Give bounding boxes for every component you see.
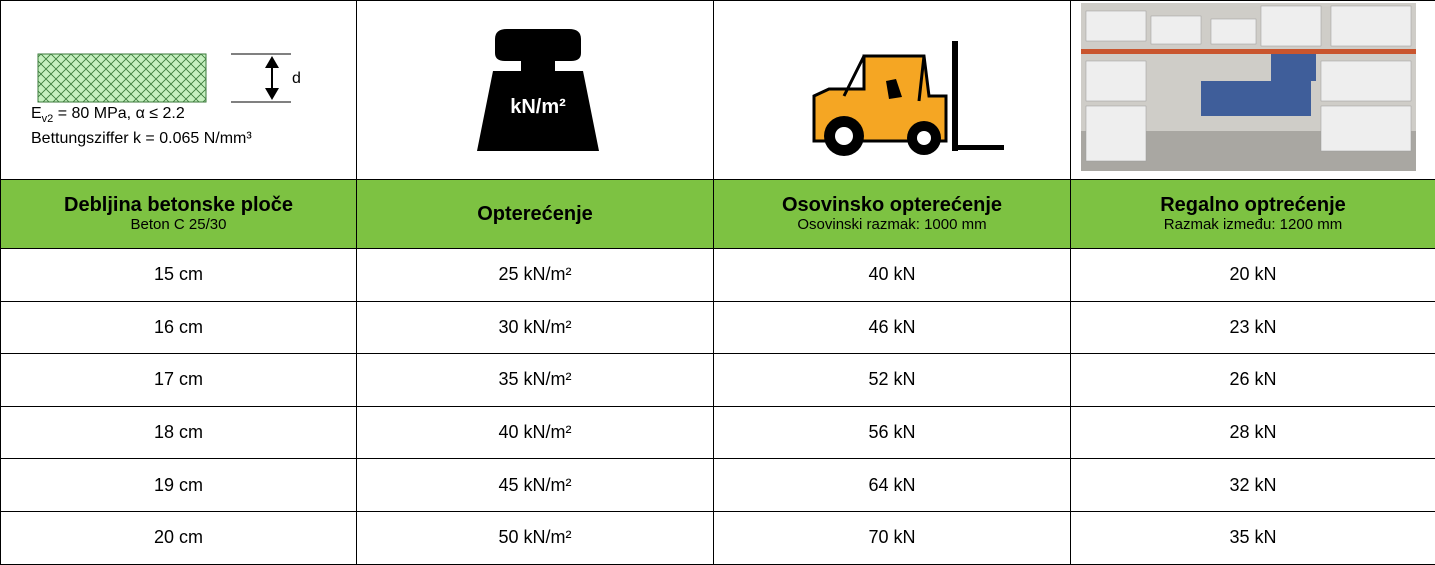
slab-hatch [38, 54, 206, 102]
table-cell: 20 kN [1071, 249, 1435, 302]
table-cell: 15 cm [1, 249, 357, 302]
weight-shape [477, 29, 599, 151]
ev2-subscript: v2 [42, 113, 54, 125]
image-row: d Ev2 = 80 MPa, α ≤ 2.2 Bettungsziffer k… [1, 1, 1435, 180]
table-cell: 17 cm [1, 354, 357, 407]
table-cell: 35 kN [1071, 511, 1435, 564]
wheel-hub [835, 127, 853, 145]
table-cell: 45 kN/m² [357, 459, 714, 512]
thickness-label: d [292, 70, 301, 87]
column-subtitle: Beton C 25/30 [1, 216, 356, 234]
column-title: Debljina betonske ploče [64, 194, 293, 216]
table-cell: 30 kN/m² [357, 301, 714, 354]
table-cell: 52 kN [714, 354, 1071, 407]
table-cell: 19 cm [1, 459, 357, 512]
slab-diagram: d [1, 4, 357, 177]
rack-beam [1081, 49, 1416, 54]
mast [952, 41, 958, 151]
table-cell: 46 kN [714, 301, 1071, 354]
weight-label: kN/m² [510, 96, 566, 118]
ev2-line: Ev2 = 80 MPa, α ≤ 2.2 [31, 104, 252, 129]
table-cell: 20 cm [1, 511, 357, 564]
column-title: Regalno optrećenje [1160, 194, 1346, 216]
ev2-symbol: E [31, 105, 42, 122]
column-subtitle: Razmak između: 1200 mm [1071, 216, 1435, 234]
forklift-icon [714, 1, 1071, 174]
column-title: Opterećenje [477, 203, 593, 225]
slab-text: Ev2 = 80 MPa, α ≤ 2.2 Bettungsziffer k =… [31, 104, 252, 148]
table-cell: 32 kN [1071, 459, 1435, 512]
fork [958, 145, 1004, 150]
table-cell: 28 kN [1071, 406, 1435, 459]
table-cell: 23 kN [1071, 301, 1435, 354]
table-cell: 70 kN [714, 511, 1071, 564]
table-cell: 16 cm [1, 301, 357, 354]
warehouse-cell [1071, 1, 1435, 180]
table-cell: 56 kN [714, 406, 1071, 459]
load-table: d Ev2 = 80 MPa, α ≤ 2.2 Bettungsziffer k… [0, 0, 1435, 565]
table-cell: 40 kN [714, 249, 1071, 302]
table-cell: 50 kN/m² [357, 511, 714, 564]
warehouse-photo [1071, 1, 1435, 174]
bedding-line: Bettungsziffer k = 0.065 N/mm³ [31, 129, 252, 148]
ev2-rest: = 80 MPa, α ≤ 2.2 [53, 105, 184, 122]
table-cell: 40 kN/m² [357, 406, 714, 459]
table-cell: 64 kN [714, 459, 1071, 512]
column-header: Opterećenje [357, 180, 714, 249]
wheel-hub [917, 131, 931, 145]
forklift-cell [714, 1, 1071, 180]
table-cell: 18 cm [1, 406, 357, 459]
table-cell: 35 kN/m² [357, 354, 714, 407]
weight-cell: kN/m² [357, 1, 714, 180]
table-cell: 26 kN [1071, 354, 1435, 407]
table-cell: 25 kN/m² [357, 249, 714, 302]
page: d Ev2 = 80 MPa, α ≤ 2.2 Bettungsziffer k… [0, 0, 1435, 559]
weight-icon: kN/m² [357, 1, 714, 174]
column-title: Osovinsko opterećenje [782, 194, 1002, 216]
column-subtitle: Osovinski razmak: 1000 mm [714, 216, 1070, 234]
slab-cell: d Ev2 = 80 MPa, α ≤ 2.2 Bettungsziffer k… [1, 1, 357, 180]
